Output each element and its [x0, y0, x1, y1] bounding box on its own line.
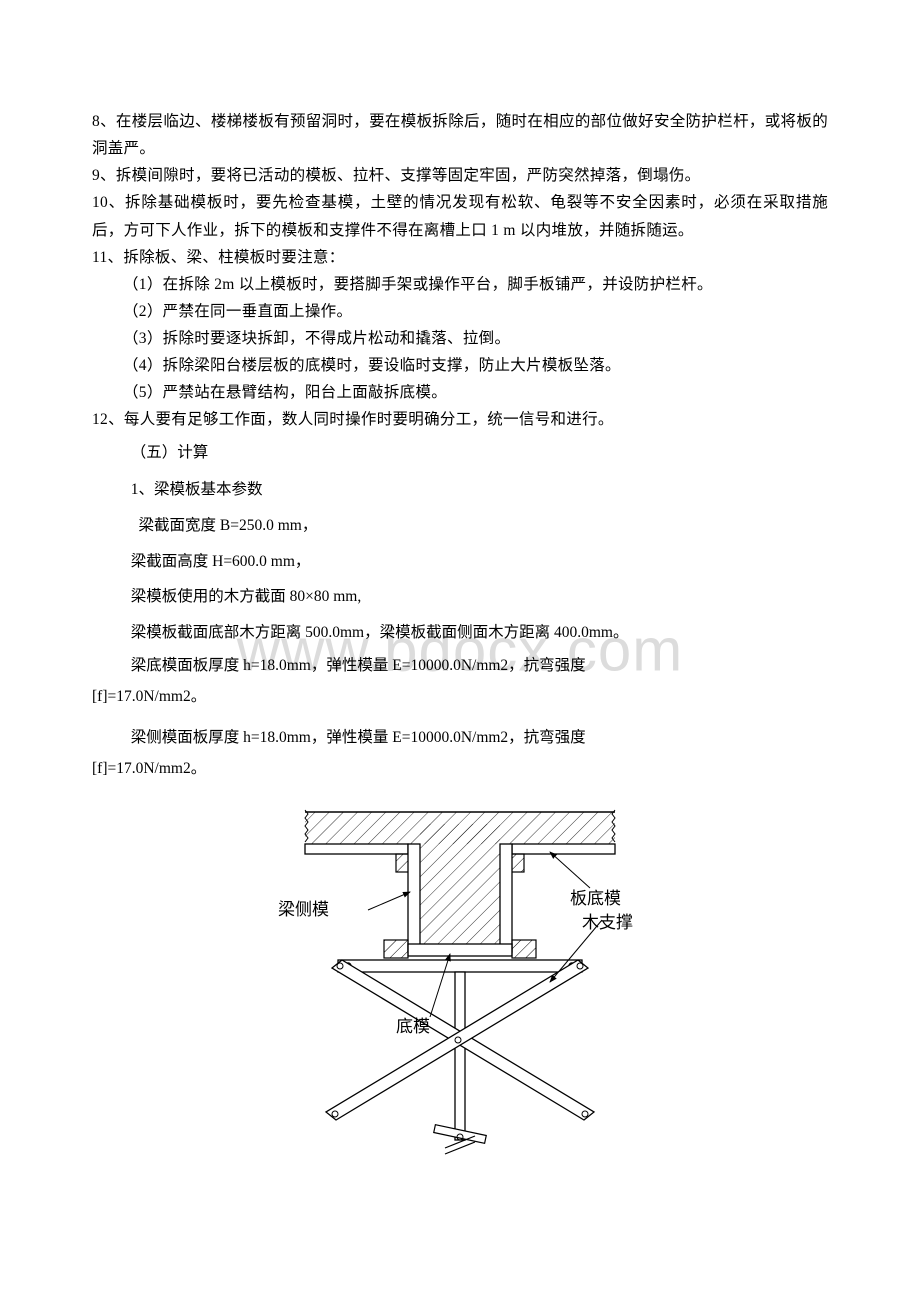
- spec-beam-width: 梁截面宽度 B=250.0 mm，: [92, 508, 828, 544]
- label-side-form: 梁侧模: [278, 900, 329, 919]
- spec-bottom-panel-a: 梁底模面板厚度 h=18.0mm，弹性模量 E=10000.0N/mm2，抗弯强…: [92, 650, 828, 681]
- spec-side-panel-b: [f]=17.0N/mm2。: [92, 753, 828, 784]
- spec-beam-height: 梁截面高度 H=600.0 mm，: [92, 544, 828, 580]
- paragraph-12: 12、每人要有足够工作面，数人同时操作时要明确分工，统一信号和进行。: [92, 406, 828, 433]
- paragraph-9: 9、拆模间隙时，要将已活动的模板、拉杆、支撑等固定牢固，严防突然掉落，倒塌伤。: [92, 162, 828, 189]
- spec-bottom-panel-b: [f]=17.0N/mm2。: [92, 681, 828, 712]
- label-timber-brace: 木支撑: [582, 913, 633, 932]
- paragraph-11: 11、拆除板、梁、柱模板时要注意：: [92, 244, 828, 271]
- paragraph-8: 8、在楼层临边、楼梯楼板有预留洞时，要在模板拆除后，随时在相应的部位做好安全防护…: [92, 108, 828, 162]
- section-5-sub1: 1、梁模板基本参数: [92, 471, 828, 508]
- paragraph-10: 10、拆除基础模板时，要先检查基模，土壁的情况发现有松软、龟裂等不安全因素时，必…: [92, 189, 828, 243]
- beam-formwork-diagram: 梁侧模 板底模 木支撑 底模: [92, 792, 828, 1162]
- spec-timber-spacing: 梁模板截面底部木方距离 500.0mm，梁模板截面侧面木方距离 400.0mm。: [92, 615, 828, 651]
- label-slab-bottom: 板底模: [570, 889, 621, 908]
- paragraph-11-4: （4）拆除梁阳台楼层板的底模时，要设临时支撑，防止大片模板坠落。: [92, 352, 828, 379]
- paragraph-11-2: （2）严禁在同一垂直面上操作。: [92, 298, 828, 325]
- paragraph-11-5: （5）严禁站在悬臂结构，阳台上面敲拆底模。: [92, 379, 828, 406]
- spec-side-panel-a: 梁侧模面板厚度 h=18.0mm，弹性模量 E=10000.0N/mm2，抗弯强…: [92, 722, 828, 753]
- label-bottom-form: 底模: [396, 1017, 430, 1036]
- spec-timber-section: 梁模板使用的木方截面 80×80 mm,: [92, 579, 828, 615]
- paragraph-11-1: （1）在拆除 2m 以上模板时，要搭脚手架或操作平台，脚手板铺严，并设防护栏杆。: [92, 271, 828, 298]
- section-5-heading: （五）计算: [92, 434, 828, 471]
- paragraph-11-3: （3）拆除时要逐块拆卸，不得成片松动和撬落、拉倒。: [92, 325, 828, 352]
